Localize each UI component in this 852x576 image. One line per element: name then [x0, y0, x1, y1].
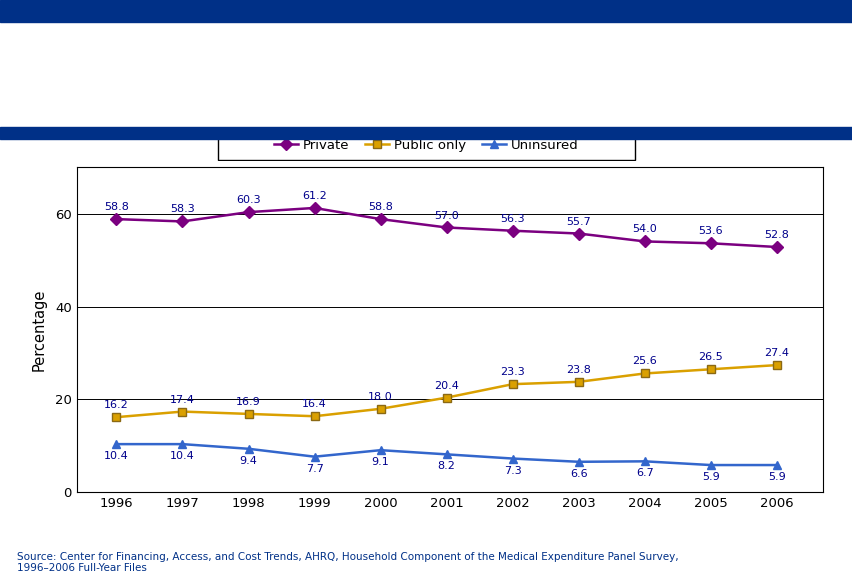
- Text: 58.8: 58.8: [104, 202, 129, 212]
- Text: AHRQ: AHRQ: [68, 45, 118, 60]
- Text: 10.4: 10.4: [104, 451, 129, 461]
- Text: 5.9: 5.9: [701, 472, 719, 482]
- Text: 54.0: 54.0: [631, 225, 656, 234]
- Text: 26.5: 26.5: [698, 353, 722, 362]
- Text: 58.3: 58.3: [170, 204, 194, 214]
- Text: 20.4: 20.4: [434, 381, 458, 391]
- Text: 18.0: 18.0: [368, 392, 393, 402]
- Text: under age 18, by all-year insurance status: under age 18, by all-year insurance stat…: [279, 80, 709, 98]
- Text: 6.6: 6.6: [569, 469, 587, 479]
- Text: 55.7: 55.7: [566, 217, 590, 226]
- Text: 16.2: 16.2: [104, 400, 129, 410]
- Text: Excellence in: Excellence in: [65, 86, 120, 95]
- Text: 7.7: 7.7: [305, 464, 323, 473]
- Text: 9.1: 9.1: [371, 457, 389, 467]
- Text: Figure 3. MEPS, 1996–2006: Percentage of children: Figure 3. MEPS, 1996–2006: Percentage of…: [235, 52, 753, 71]
- Text: 23.3: 23.3: [500, 367, 525, 377]
- Text: 10.4: 10.4: [170, 451, 194, 461]
- Text: Source: Center for Financing, Access, and Cost Trends, AHRQ, Household Component: Source: Center for Financing, Access, an…: [17, 552, 678, 573]
- Text: 61.2: 61.2: [302, 191, 326, 201]
- Legend: Private, Public only, Uninsured: Private, Public only, Uninsured: [268, 134, 584, 157]
- Bar: [50, 26, 136, 121]
- Text: 7.3: 7.3: [504, 465, 521, 476]
- Text: 5.9: 5.9: [767, 472, 785, 482]
- Text: 57.0: 57.0: [434, 210, 458, 221]
- Text: 6.7: 6.7: [636, 468, 653, 478]
- Text: 8.2: 8.2: [437, 461, 455, 471]
- Text: 23.8: 23.8: [566, 365, 590, 375]
- Text: 52.8: 52.8: [763, 230, 788, 240]
- Text: Health Care: Health Care: [68, 99, 118, 108]
- Text: 53.6: 53.6: [698, 226, 722, 236]
- Text: 60.3: 60.3: [236, 195, 261, 205]
- Text: 17.4: 17.4: [170, 395, 194, 404]
- Text: 9.4: 9.4: [239, 456, 257, 466]
- Text: Advancing: Advancing: [71, 74, 115, 83]
- Text: 16.4: 16.4: [302, 399, 326, 410]
- Text: 16.9: 16.9: [236, 397, 261, 407]
- FancyBboxPatch shape: [217, 131, 635, 160]
- Text: 27.4: 27.4: [763, 348, 788, 358]
- Y-axis label: Percentage: Percentage: [32, 289, 47, 371]
- Text: 25.6: 25.6: [631, 357, 656, 366]
- Text: 58.8: 58.8: [368, 202, 393, 212]
- Text: 56.3: 56.3: [500, 214, 524, 223]
